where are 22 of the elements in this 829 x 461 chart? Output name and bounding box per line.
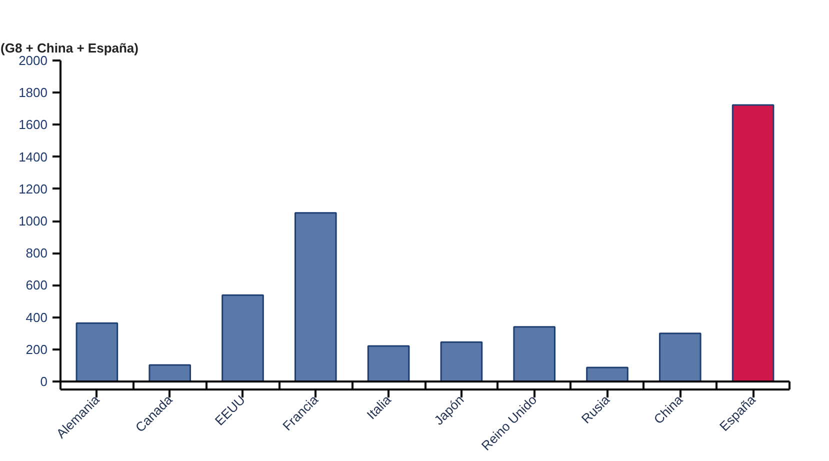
bar <box>294 212 337 382</box>
bar <box>222 294 264 382</box>
y-tick-label: 2000 <box>18 53 48 68</box>
y-tick-label: 1200 <box>18 181 48 196</box>
bar <box>513 326 556 382</box>
y-tick-label: 800 <box>26 246 48 261</box>
y-tick-label: 1400 <box>18 149 48 164</box>
y-tick-label: 0 <box>40 374 48 389</box>
y-tick-label: 1800 <box>18 85 48 100</box>
bar <box>148 364 192 382</box>
y-tick-label: 200 <box>26 342 48 357</box>
chart-title: (G8 + China + España) <box>0 40 138 56</box>
y-tick-label: 600 <box>26 278 48 293</box>
y-tick-label: 400 <box>26 310 48 325</box>
bar <box>732 104 774 382</box>
bar <box>586 366 628 382</box>
y-tick-label: 1600 <box>18 117 48 132</box>
y-tick-label: 1000 <box>18 214 48 228</box>
bar <box>76 322 118 382</box>
bar <box>440 341 483 382</box>
bar <box>367 345 410 382</box>
bar <box>658 332 702 382</box>
